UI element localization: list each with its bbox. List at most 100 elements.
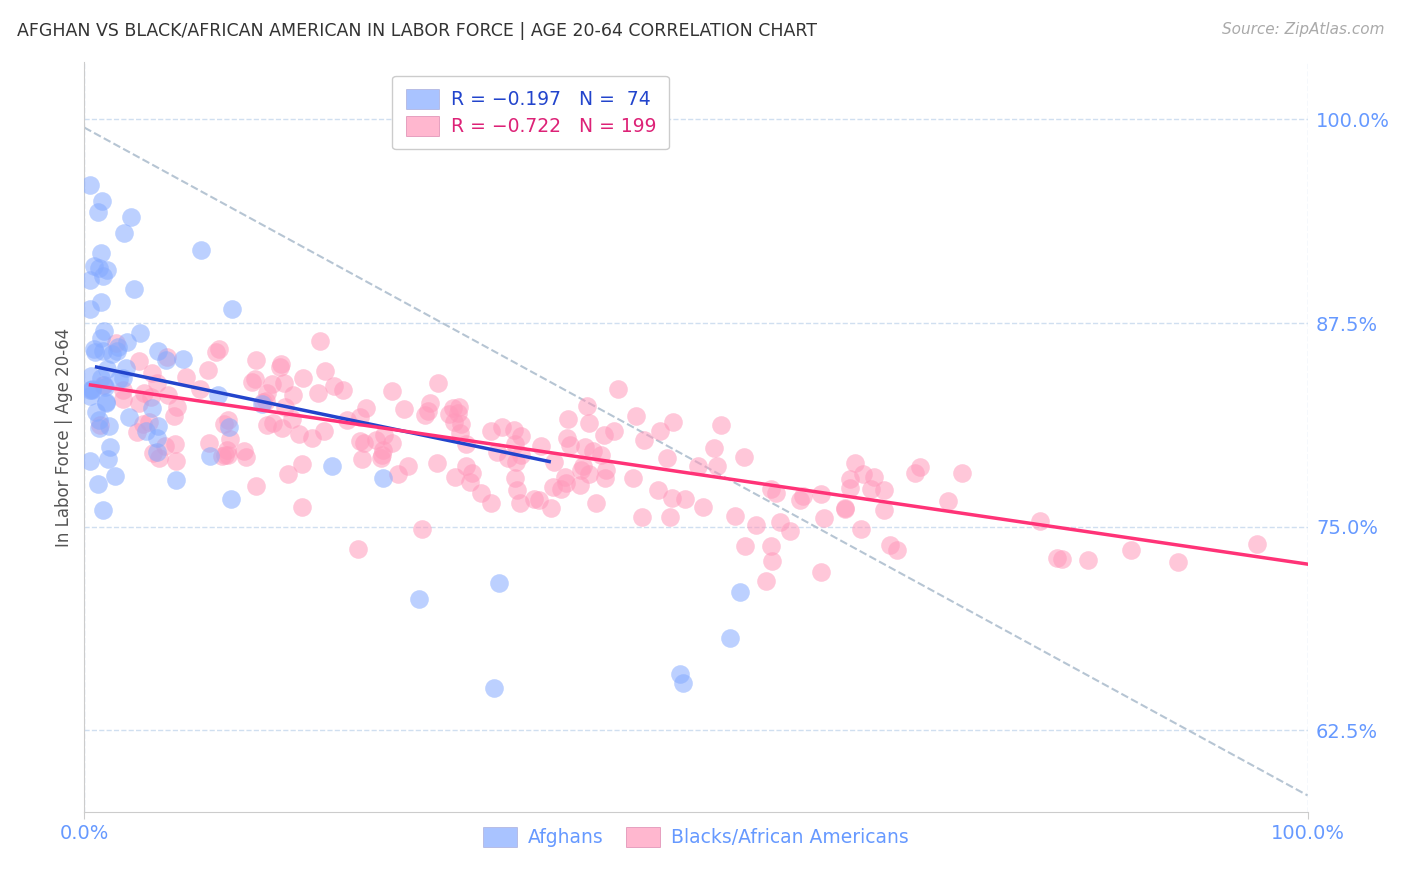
Point [733, 450, 755, 465]
Point [91, 194, 114, 208]
Point [591, 448, 613, 462]
Point [323, 379, 346, 393]
Point [132, 386, 155, 401]
Point [1077, 553, 1099, 567]
Point [260, 377, 283, 392]
Point [408, 592, 430, 607]
Point [174, 369, 197, 384]
Point [728, 585, 751, 599]
Point [415, 408, 437, 422]
Point [89, 417, 111, 432]
Point [503, 424, 526, 438]
Point [792, 490, 814, 504]
Point [307, 386, 329, 401]
Point [190, 243, 212, 257]
Point [118, 409, 141, 424]
Point [211, 449, 233, 463]
Point [844, 456, 866, 470]
Point [354, 401, 377, 415]
Point [87, 261, 110, 276]
Point [509, 496, 531, 510]
Point [132, 417, 155, 431]
Point [444, 469, 467, 483]
Point [550, 482, 572, 496]
Point [381, 435, 404, 450]
Point [574, 440, 596, 454]
Point [291, 371, 314, 385]
Point [214, 417, 236, 431]
Point [810, 565, 832, 579]
Point [692, 500, 714, 515]
Point [543, 455, 565, 469]
Point [950, 466, 973, 480]
Point [97, 419, 120, 434]
Point [449, 426, 471, 441]
Point [146, 431, 169, 445]
Point [496, 450, 519, 465]
Point [505, 455, 527, 469]
Point [83, 342, 105, 356]
Point [90, 246, 112, 260]
Point [233, 443, 256, 458]
Point [90, 370, 112, 384]
Point [163, 436, 186, 450]
Point [886, 543, 908, 558]
Point [94, 395, 117, 409]
Point [332, 383, 354, 397]
Text: Source: ZipAtlas.com: Source: ZipAtlas.com [1222, 22, 1385, 37]
Point [301, 432, 323, 446]
Point [852, 467, 875, 482]
Point [291, 457, 314, 471]
Point [104, 469, 127, 483]
Point [79, 302, 101, 317]
Point [373, 428, 395, 442]
Point [321, 459, 343, 474]
Point [1119, 542, 1142, 557]
Point [219, 432, 242, 446]
Point [621, 471, 644, 485]
Point [101, 347, 124, 361]
Point [392, 401, 415, 416]
Point [555, 431, 578, 445]
Point [1050, 552, 1073, 566]
Point [347, 541, 370, 556]
Point [217, 412, 239, 426]
Text: AFGHAN VS BLACK/AFRICAN AMERICAN IN LABOR FORCE | AGE 20-64 CORRELATION CHART: AFGHAN VS BLACK/AFRICAN AMERICAN IN LABO… [17, 22, 817, 40]
Point [198, 449, 221, 463]
Point [724, 508, 747, 523]
Point [274, 400, 297, 414]
Point [98, 440, 121, 454]
Point [309, 334, 332, 349]
Point [450, 417, 472, 431]
Point [105, 335, 128, 350]
Point [84, 404, 107, 418]
Point [585, 495, 607, 509]
Point [105, 343, 128, 358]
Point [353, 436, 375, 450]
Point [364, 433, 387, 447]
Point [240, 375, 263, 389]
Point [658, 509, 681, 524]
Point [718, 631, 741, 645]
Point [83, 260, 105, 274]
Point [1246, 537, 1268, 551]
Point [839, 481, 862, 495]
Point [141, 401, 163, 415]
Point [592, 427, 614, 442]
Point [908, 459, 931, 474]
Point [578, 416, 600, 430]
Point [688, 459, 710, 474]
Point [582, 443, 605, 458]
Point [449, 401, 471, 415]
Point [769, 515, 792, 529]
Point [569, 463, 592, 477]
Point [82, 383, 104, 397]
Point [558, 438, 581, 452]
Point [427, 376, 450, 390]
Point [80, 368, 103, 383]
Point [256, 385, 278, 400]
Point [541, 480, 564, 494]
Point [245, 479, 267, 493]
Point [873, 503, 896, 517]
Point [217, 448, 239, 462]
